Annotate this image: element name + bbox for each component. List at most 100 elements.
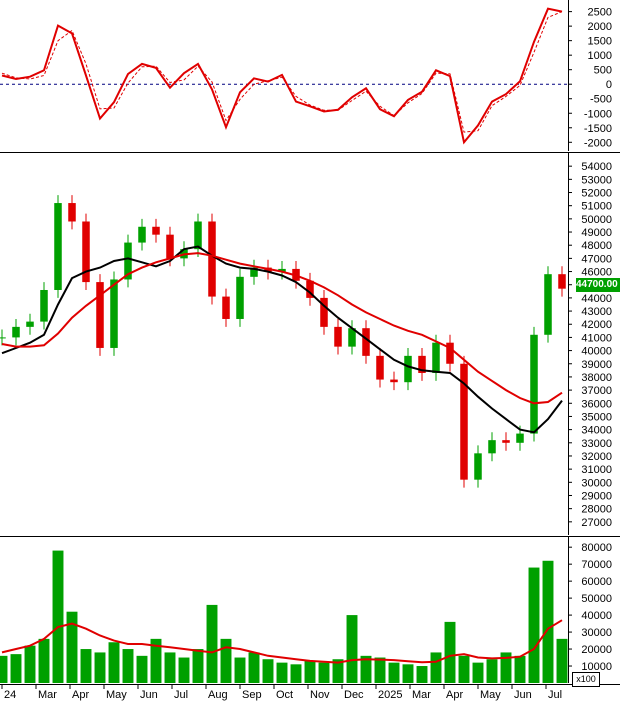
candle-body xyxy=(96,282,104,348)
candle-body xyxy=(404,355,412,383)
y-tick-label: 47000 xyxy=(581,253,612,265)
volume-bar xyxy=(346,615,358,683)
y-tick-label: 33000 xyxy=(581,438,612,450)
y-tick-label: 29000 xyxy=(581,490,612,502)
candle-body xyxy=(390,379,398,383)
candle-body xyxy=(82,221,90,283)
y-tick-label: 27000 xyxy=(581,517,612,529)
x-tick-label: 24 xyxy=(4,689,16,701)
volume-bar xyxy=(164,652,176,683)
volume-bar xyxy=(332,659,344,683)
volume-bar xyxy=(80,649,92,683)
candle-body xyxy=(12,326,20,338)
candle-body xyxy=(236,276,244,319)
candle-body xyxy=(208,221,216,297)
volume-bar xyxy=(122,649,134,683)
candle-body xyxy=(362,328,370,356)
price-moving-average-2 xyxy=(1,252,563,405)
axis-background xyxy=(568,0,620,151)
volume-bar xyxy=(66,611,78,683)
volume-bar xyxy=(430,652,442,683)
oscillator-line-2 xyxy=(1,11,563,133)
y-tick-label: 10000 xyxy=(581,661,612,673)
x-tick-label: May xyxy=(480,689,501,701)
x-tick-label: Mar xyxy=(412,689,431,701)
volume-bar xyxy=(556,638,568,683)
x-tick-label: Apr xyxy=(72,689,89,701)
candle-body xyxy=(432,342,440,373)
y-tick-label: 2000 xyxy=(588,21,612,33)
candle-body xyxy=(376,355,384,380)
oscillator-panel: 2500 2000 1500 1000 500 0 -500 -1000 -1500 -2000 xyxy=(0,0,620,151)
y-tick-label: 43000 xyxy=(581,306,612,318)
y-tick-label: 50000 xyxy=(581,214,612,226)
y-tick-label: 1000 xyxy=(588,50,612,62)
candle-body xyxy=(222,296,230,319)
candle-body xyxy=(278,268,286,272)
x-tick-label: Apr xyxy=(446,689,463,701)
y-tick-label: 54000 xyxy=(581,161,612,173)
last-price-badge: 44700.00 xyxy=(576,278,620,292)
candle-body xyxy=(460,363,468,480)
volume-bar xyxy=(304,660,316,683)
x-tick-label: Mar xyxy=(38,689,57,701)
candle-body xyxy=(166,234,174,259)
candle-body xyxy=(474,453,482,480)
candle-body xyxy=(124,242,132,280)
y-tick-label: 34000 xyxy=(581,425,612,437)
x-tick-label: Jul xyxy=(548,689,562,701)
y-tick-label: 53000 xyxy=(581,174,612,186)
y-tick-label: 51000 xyxy=(581,201,612,213)
volume-moving-average xyxy=(1,619,563,664)
y-tick-label: 500 xyxy=(594,65,612,77)
volume-bar xyxy=(206,604,218,683)
y-tick-label: 37000 xyxy=(581,385,612,397)
volume-bar xyxy=(444,621,456,683)
volume-bar xyxy=(416,666,428,683)
volume-bar xyxy=(38,638,50,683)
volume-bar xyxy=(290,664,302,683)
x-axis: 24 Mar Apr May Jun Jul Aug Sep Oct Nov Dec 2025 Mar A… xyxy=(1,684,562,701)
x-tick-label: Jul xyxy=(174,689,188,701)
candle-body xyxy=(54,203,62,290)
volume-bar xyxy=(24,645,36,683)
volume-bar xyxy=(472,662,484,683)
y-tick-label: -500 xyxy=(590,94,612,106)
y-tick-label: 39000 xyxy=(581,359,612,371)
volume-bar xyxy=(542,560,554,683)
oscillator-line-1 xyxy=(1,7,563,145)
y-tick-label: -1500 xyxy=(584,123,612,135)
candle-body xyxy=(0,337,6,339)
volume-bar xyxy=(0,655,8,683)
x-tick-label: Oct xyxy=(276,689,293,701)
y-tick-label: 42000 xyxy=(581,319,612,331)
candle-body xyxy=(530,334,538,434)
y-tick-label: 80000 xyxy=(581,542,612,554)
volume-bar xyxy=(52,550,64,683)
volume-bar xyxy=(318,662,330,683)
x-tick-label: Jun xyxy=(514,689,532,701)
volume-bar xyxy=(486,659,498,683)
y-tick-label: 50000 xyxy=(581,593,612,605)
volume-bar xyxy=(108,642,120,683)
candle-body xyxy=(250,267,258,277)
volume-bar xyxy=(388,662,400,683)
y-tick-label: 32000 xyxy=(581,451,612,463)
x-tick-label: Aug xyxy=(208,689,228,701)
y-tick-label: 30000 xyxy=(581,627,612,639)
y-tick-label: 38000 xyxy=(581,372,612,384)
y-tick-label: 31000 xyxy=(581,464,612,476)
candle-body xyxy=(348,328,356,347)
volume-bar xyxy=(374,657,386,683)
x-tick-label: 2025 xyxy=(378,689,402,701)
y-tick-label: 35000 xyxy=(581,411,612,423)
y-tick-label: 2500 xyxy=(588,7,612,19)
y-tick-label: 46000 xyxy=(581,267,612,279)
x-tick-label: Sep xyxy=(242,689,262,701)
volume-bar xyxy=(248,652,260,683)
candle-body xyxy=(418,355,426,373)
candle-body xyxy=(194,221,202,250)
volume-bar xyxy=(94,652,106,683)
volume-panel: 80000 70000 60000 50000 40000 30000 20000 10000 xyxy=(0,537,620,683)
